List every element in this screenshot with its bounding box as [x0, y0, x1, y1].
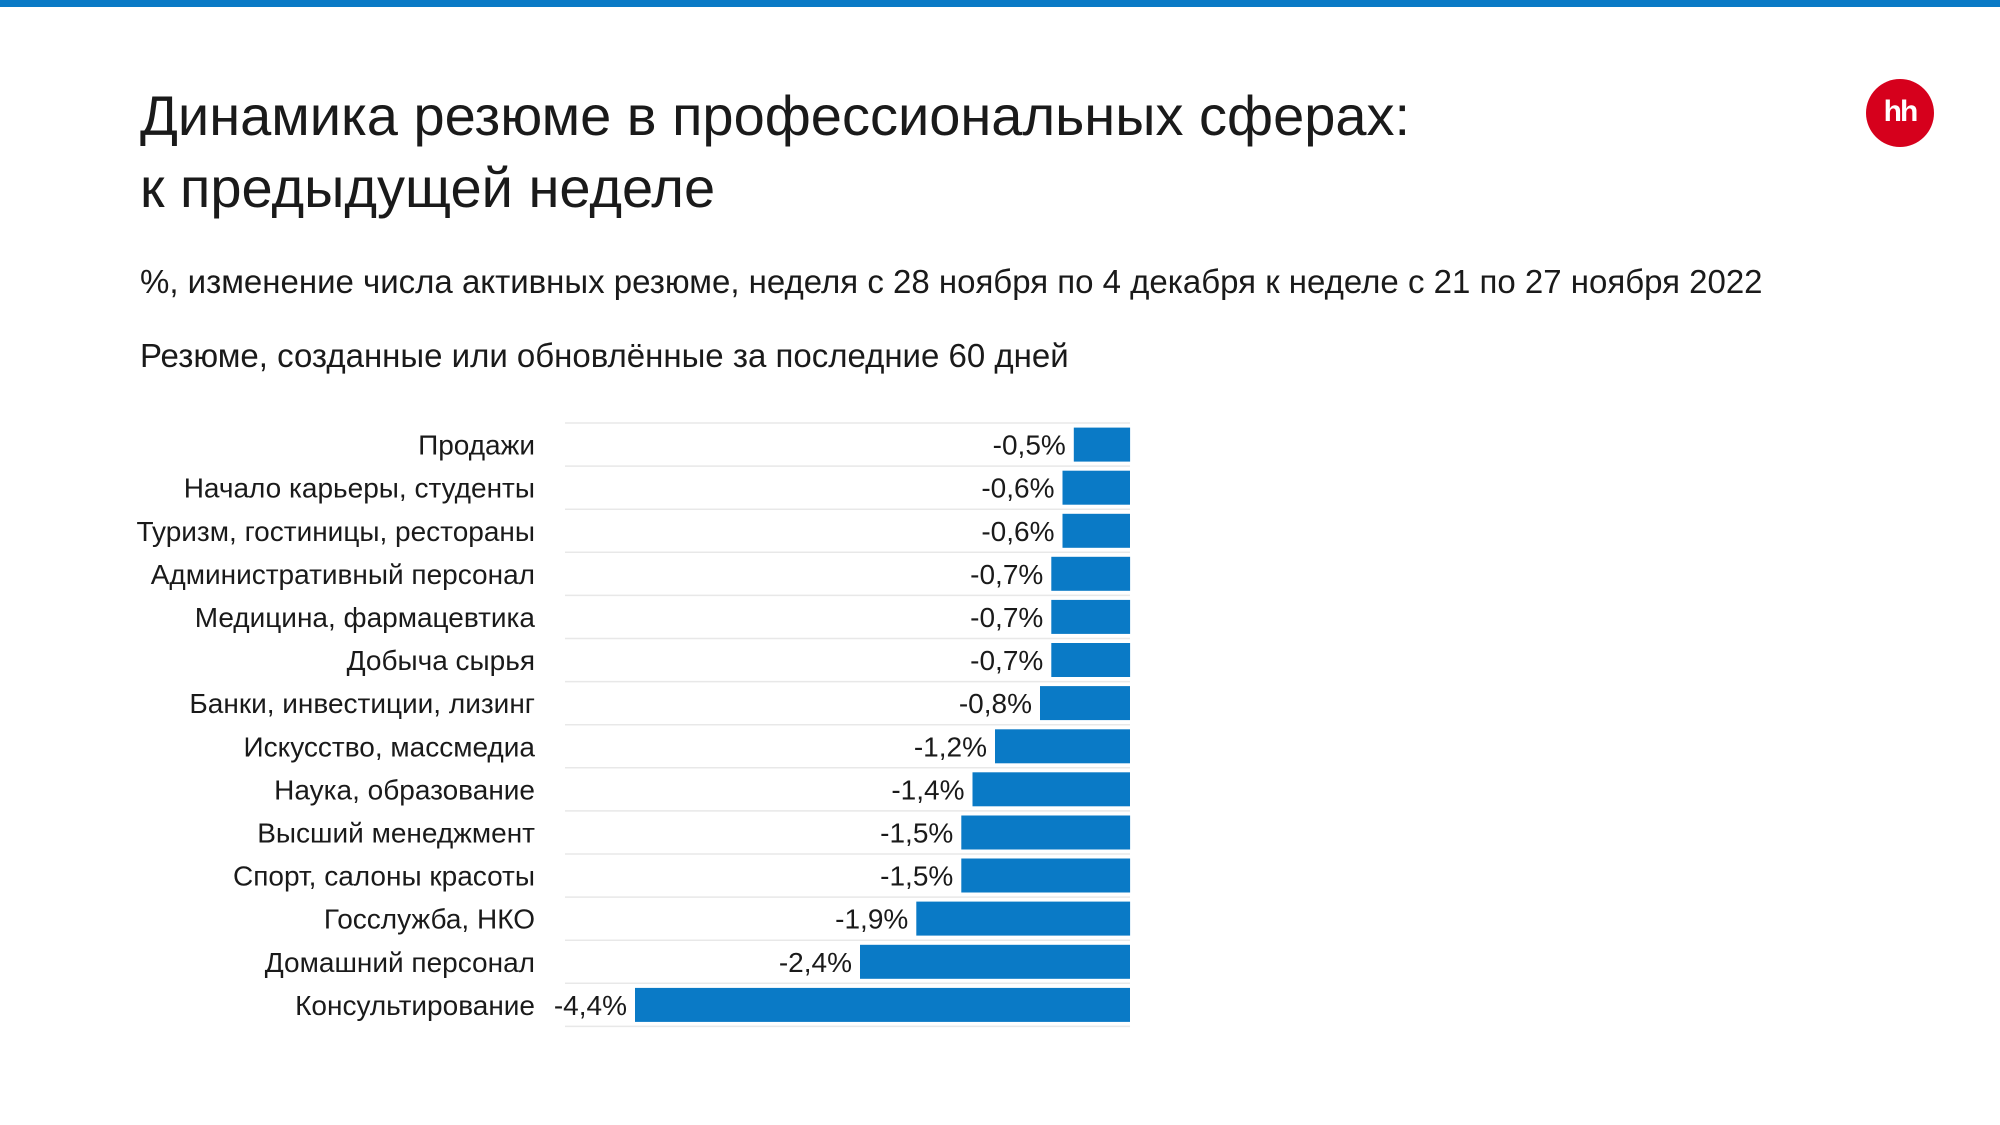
bar	[1040, 686, 1130, 721]
chart-subtitle: %, изменение числа активных резюме, неде…	[140, 263, 1763, 300]
category-label: Домашний персонал	[265, 947, 535, 978]
value-label: -0,6%	[981, 516, 1054, 547]
category-label: Наука, образование	[274, 774, 535, 805]
bar	[961, 815, 1131, 850]
bar	[1062, 513, 1130, 548]
value-label: -4,4%	[554, 990, 627, 1021]
bar	[635, 987, 1130, 1022]
value-label: -0,7%	[970, 645, 1043, 676]
bar	[995, 729, 1130, 764]
category-label: Консультирование	[295, 990, 535, 1021]
value-label: -1,9%	[835, 904, 908, 935]
category-label: Госслужба, НКО	[324, 904, 535, 935]
title-line-1: Динамика резюме в профессиональных сфера…	[140, 84, 1411, 147]
category-label: Банки, инвестиции, лизинг	[189, 688, 535, 719]
bar	[916, 901, 1131, 936]
value-label: -2,4%	[779, 947, 852, 978]
hh-logo-text: hh	[1883, 95, 1919, 128]
bar	[1051, 643, 1131, 677]
category-label: Спорт, салоны красоты	[233, 861, 535, 892]
hh-logo: hh	[1866, 79, 1934, 147]
bar	[1051, 556, 1131, 591]
value-label: -0,5%	[993, 430, 1066, 461]
category-label: Добыча сырья	[347, 645, 535, 676]
category-label: Административный персонал	[151, 559, 535, 590]
category-label: Медицина, фармацевтика	[195, 602, 536, 633]
chart-note: Резюме, созданные или обновлённые за пос…	[140, 337, 1069, 374]
value-label: -1,5%	[880, 818, 953, 849]
value-label: -1,5%	[880, 861, 953, 892]
value-label: -0,6%	[981, 473, 1054, 504]
title-line-2: к предыдущей неделе	[140, 156, 716, 219]
bar	[1062, 470, 1130, 505]
bar	[972, 772, 1130, 807]
page-title: Динамика резюме в профессиональных сфера…	[140, 80, 1740, 224]
bar	[961, 858, 1131, 893]
value-label: -0,7%	[970, 559, 1043, 590]
value-label: -1,2%	[914, 731, 987, 762]
top-accent-bar	[0, 0, 2000, 7]
category-label: Продажи	[418, 430, 535, 461]
category-label: Начало карьеры, студенты	[184, 473, 535, 504]
category-label: Высший менеджмент	[257, 818, 535, 849]
bar	[1051, 599, 1131, 634]
value-label: -0,7%	[970, 602, 1043, 633]
category-label: Искусство, массмедиа	[244, 731, 536, 762]
value-label: -1,4%	[891, 774, 964, 805]
value-label: -0,8%	[959, 688, 1032, 719]
category-label: Туризм, гостиницы, рестораны	[137, 516, 536, 547]
bar	[860, 944, 1130, 979]
bar	[1073, 427, 1131, 462]
